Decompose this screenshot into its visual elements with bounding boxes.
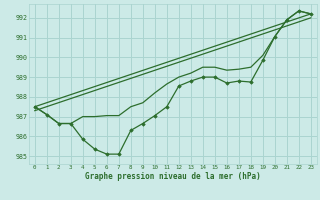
X-axis label: Graphe pression niveau de la mer (hPa): Graphe pression niveau de la mer (hPa) xyxy=(85,172,261,181)
